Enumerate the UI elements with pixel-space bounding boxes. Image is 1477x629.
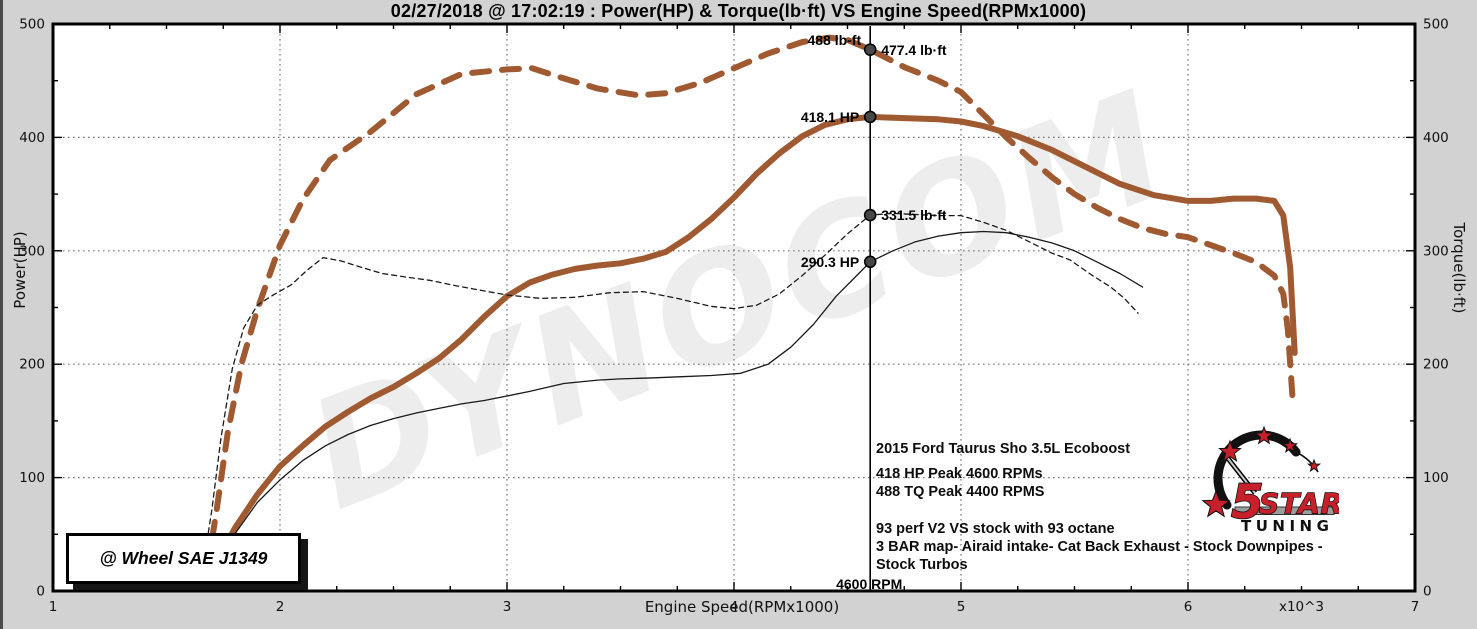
mods-line: 3 BAR map- Airaid intake- Cat Back Exhau…: [876, 539, 1323, 555]
torque-tick-label: 500: [1423, 17, 1449, 33]
x-scale-note: x10^3: [1279, 599, 1324, 615]
logo-stars: [1201, 425, 1322, 518]
peak-marker-dot: [863, 255, 877, 269]
annotation-tq-477-4: 477.4 lb·ft: [881, 41, 947, 58]
fivestar-tuning-logo: 5 STAR TUNING: [1201, 425, 1339, 535]
peak-marker-dot: [863, 208, 877, 222]
power-tick-label: 400: [19, 130, 45, 146]
star-icon: [1201, 489, 1231, 518]
torque-tick-label: 0: [1423, 584, 1432, 600]
x-tick-label: 4: [730, 599, 739, 615]
x-axis-label: Engine Speed(RPMx1000): [644, 598, 840, 616]
star-icon: [1218, 439, 1242, 463]
series-stock-power-hp: [220, 230, 1144, 563]
page-title: 02/27/2018 @ 17:02:19 : Power(HP) & Torq…: [390, 1, 1087, 21]
plot-area: [53, 24, 1415, 591]
logo-tuning-word: TUNING: [1241, 517, 1333, 535]
power-tick-label: 100: [19, 470, 45, 486]
annotation-hp-418-1: 418.1 HP: [800, 108, 860, 125]
window-left-border: [0, 0, 3, 629]
x-tick-label: 1: [49, 599, 58, 615]
sae-correction-label: @ Wheel SAE J1349: [99, 548, 268, 568]
mods-line-2: Stock Turbos: [876, 557, 968, 573]
torque-tick-label: 400: [1423, 130, 1449, 146]
x-tick-label: 6: [1184, 599, 1193, 615]
peak-marker-dot: [863, 110, 877, 124]
power-tick-label: 500: [19, 17, 45, 33]
logo-digit-5: 5: [1231, 475, 1264, 530]
torque-tick-label: 200: [1423, 357, 1449, 373]
gauge-arc-icon: [1213, 430, 1301, 510]
power-tick-label: 200: [19, 357, 45, 373]
x-tick-label: 5: [957, 599, 966, 615]
torque-tick-label: 100: [1423, 470, 1449, 486]
vehicle-info-line: 2015 Ford Taurus Sho 3.5L Ecoboost: [876, 441, 1131, 457]
gridlines: [53, 24, 1415, 591]
y-tick-labels: 0 0 100 100 200 200 300 300 400 400 500 500: [19, 17, 1449, 600]
axis-ticks: [52, 23, 1416, 592]
series-tuned-torque-lbft: [204, 34, 1296, 572]
x-tick-label: 3: [503, 599, 512, 615]
series-stock-torque-lbft: [202, 212, 1139, 569]
star-icon: [1281, 437, 1299, 453]
y-axis-label-torque: Torque(lb·ft): [1450, 222, 1468, 314]
annotation-tq-331-5: 331.5 lb·ft: [881, 207, 947, 224]
torque-tick-label: 300: [1423, 243, 1449, 259]
peak-marker-dot: [863, 43, 877, 56]
x-tick-label: 2: [276, 599, 285, 615]
annotation-cursor-4600rpm: 4600 RPM: [836, 576, 903, 592]
star-icon: [1254, 425, 1274, 445]
dyno-curves: [202, 34, 1298, 572]
logo-star-word: STAR: [1259, 487, 1339, 520]
tq-peak-line: 488 TQ Peak 4400 RPMS: [876, 484, 1045, 500]
logo-bar: [1234, 506, 1335, 515]
annotation-peak-tq-488: 488 lb-ft: [807, 31, 862, 48]
x-tick-label: 7: [1411, 599, 1420, 615]
annotation-hp-290-3: 290.3 HP: [800, 253, 860, 270]
tune-compare-line: 93 perf V2 VS stock with 93 octane: [876, 521, 1115, 537]
series-tuned-power-hp: [215, 113, 1298, 563]
sae-correction-box: @ Wheel SAE J1349: [66, 533, 301, 584]
hp-peak-line: 418 HP Peak 4600 RPMs: [876, 466, 1043, 482]
x-tick-labels: 1 2 3 4 5 6 7 x10^3: [49, 599, 1420, 615]
power-tick-label: 300: [19, 243, 45, 259]
y-axis-label-power: Power(HP): [11, 231, 29, 309]
power-tick-label: 0: [36, 584, 45, 600]
star-icon: [1306, 458, 1322, 473]
